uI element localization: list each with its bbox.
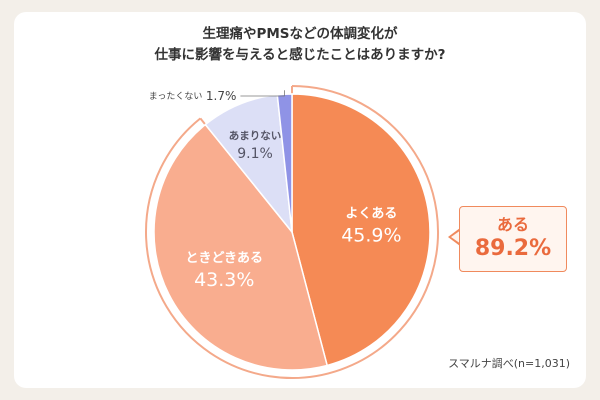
pie-slice-2	[204, 93, 294, 235]
slice-value-2: 9.1%	[237, 146, 273, 162]
slice-label-1: ときどきある	[185, 251, 263, 266]
slice-label-2: あまりない	[229, 129, 282, 142]
slice-label-3: まったくない	[149, 91, 203, 102]
source-note: スマルナ調べ(n=1,031)	[448, 357, 570, 370]
callout-label: ある	[496, 215, 529, 234]
pie-slice-1	[153, 123, 329, 371]
pie-slice-0	[291, 93, 431, 367]
slice-value-1: 43.3%	[194, 269, 254, 291]
chart-title-line-2: 仕事に影響を与えると感じたことはありますか?	[154, 47, 446, 63]
group-outline-end	[199, 117, 207, 126]
callout-box: ある 89.2%	[459, 206, 567, 272]
chart-title: 生理痛やPMSなどの体調変化が 仕事に影響を与えると感じたことはありますか?	[0, 24, 600, 66]
slice-label-0: よくある	[345, 207, 397, 222]
callout-arrow-inner	[451, 230, 461, 244]
slice-3-leader-line	[240, 90, 285, 97]
group-outline-ring	[145, 85, 439, 379]
slice-value-0: 45.9%	[341, 225, 401, 247]
chart-title-line-1: 生理痛やPMSなどの体調変化が	[202, 26, 398, 42]
slice-value-3: 1.7%	[206, 89, 237, 103]
callout-value: 89.2%	[474, 236, 552, 261]
